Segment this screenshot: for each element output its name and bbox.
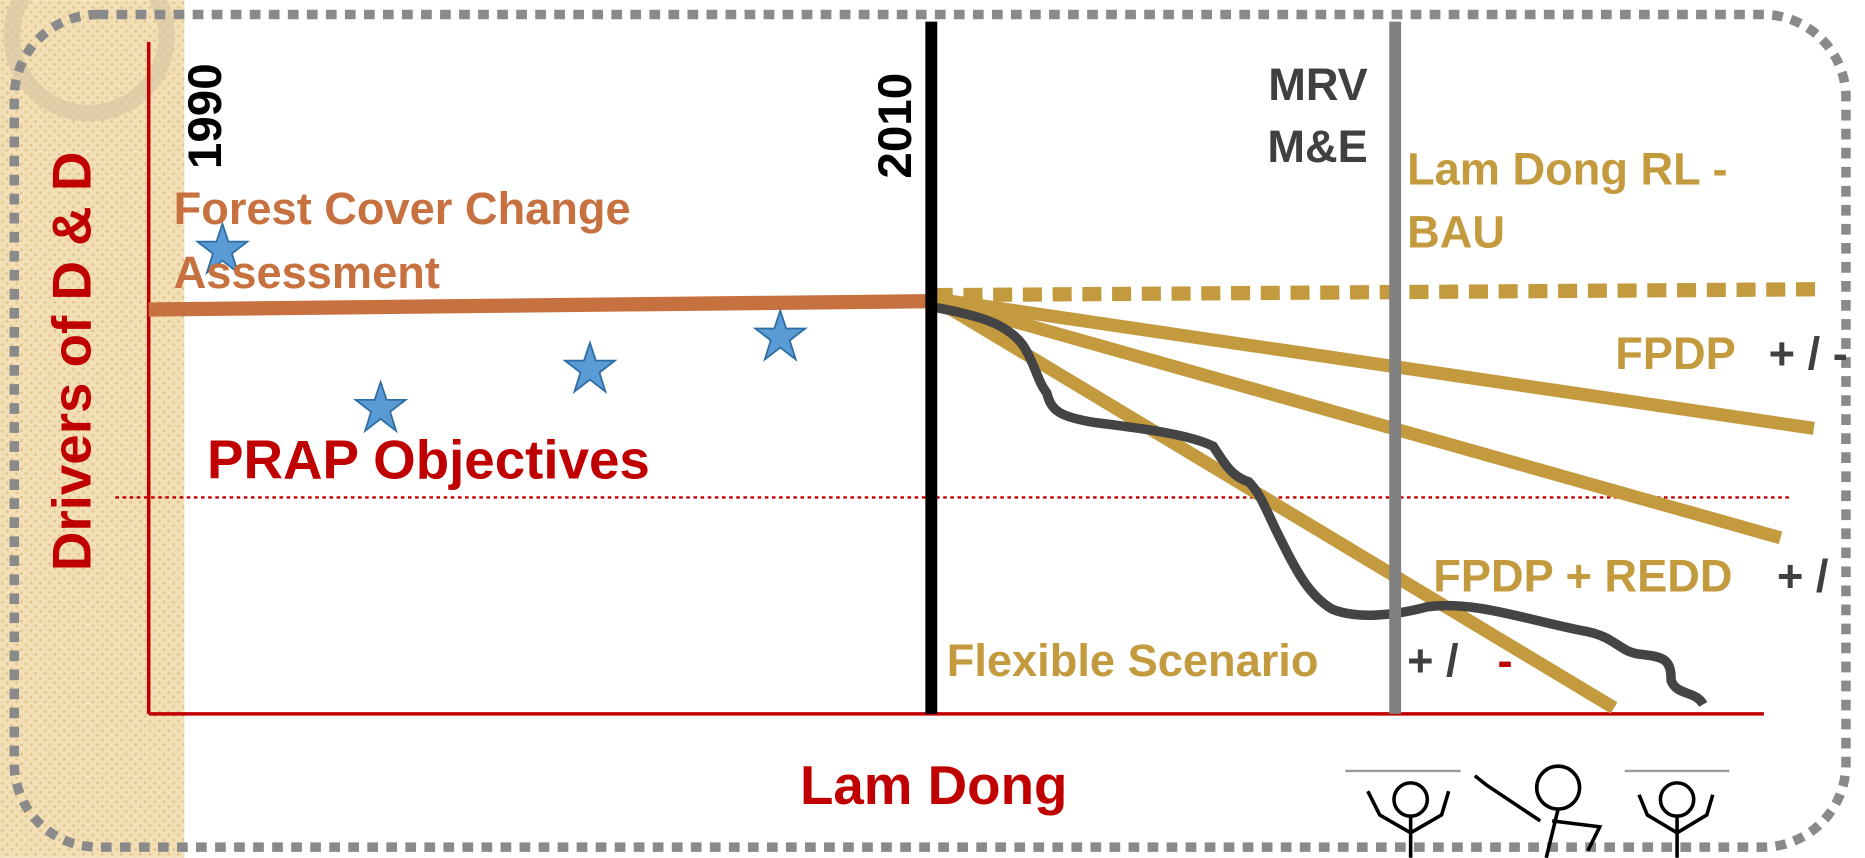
now-year: 2010	[869, 73, 922, 179]
x-axis-label: Lam Dong	[800, 754, 1067, 816]
fpdp-redd-sign: + /	[1777, 550, 1829, 601]
fpdp-redd-line	[931, 292, 1783, 545]
bau-line	[933, 282, 1820, 303]
star	[353, 379, 409, 434]
historic-line	[148, 294, 934, 317]
me-label: M&E	[1267, 121, 1367, 172]
stick-figures	[1345, 764, 1730, 858]
ring-decoration	[3, 0, 175, 122]
baseline-label: Lam Dong RL -	[1407, 144, 1727, 195]
y-axis-label: Drivers of D & D	[40, 152, 102, 572]
prap-label: PRAP Objectives	[207, 428, 650, 490]
stars	[194, 221, 808, 434]
fpdp-redd-label: FPDP + REDD	[1433, 550, 1732, 601]
flexible-minus: -	[1497, 635, 1512, 686]
mrv-label: MRV	[1268, 59, 1368, 110]
start-year: 1990	[179, 63, 232, 169]
actual-line	[932, 302, 1708, 708]
star	[752, 307, 808, 362]
star	[562, 339, 618, 394]
fpdp-line	[932, 292, 1815, 435]
forest-cover-label: Forest Cover Change	[174, 183, 631, 234]
fpdp-label: FPDP	[1615, 328, 1736, 379]
fpdp-sign: + / -	[1769, 328, 1848, 379]
flexible-label: Flexible Scenario	[947, 635, 1319, 686]
forest-cover-label: Assessment	[174, 247, 440, 298]
flexible-sign: + /	[1407, 635, 1459, 686]
flexible-line	[930, 293, 1618, 714]
dashed-frame	[9, 9, 1851, 852]
star	[194, 221, 251, 276]
baseline-label: BAU	[1407, 207, 1505, 258]
